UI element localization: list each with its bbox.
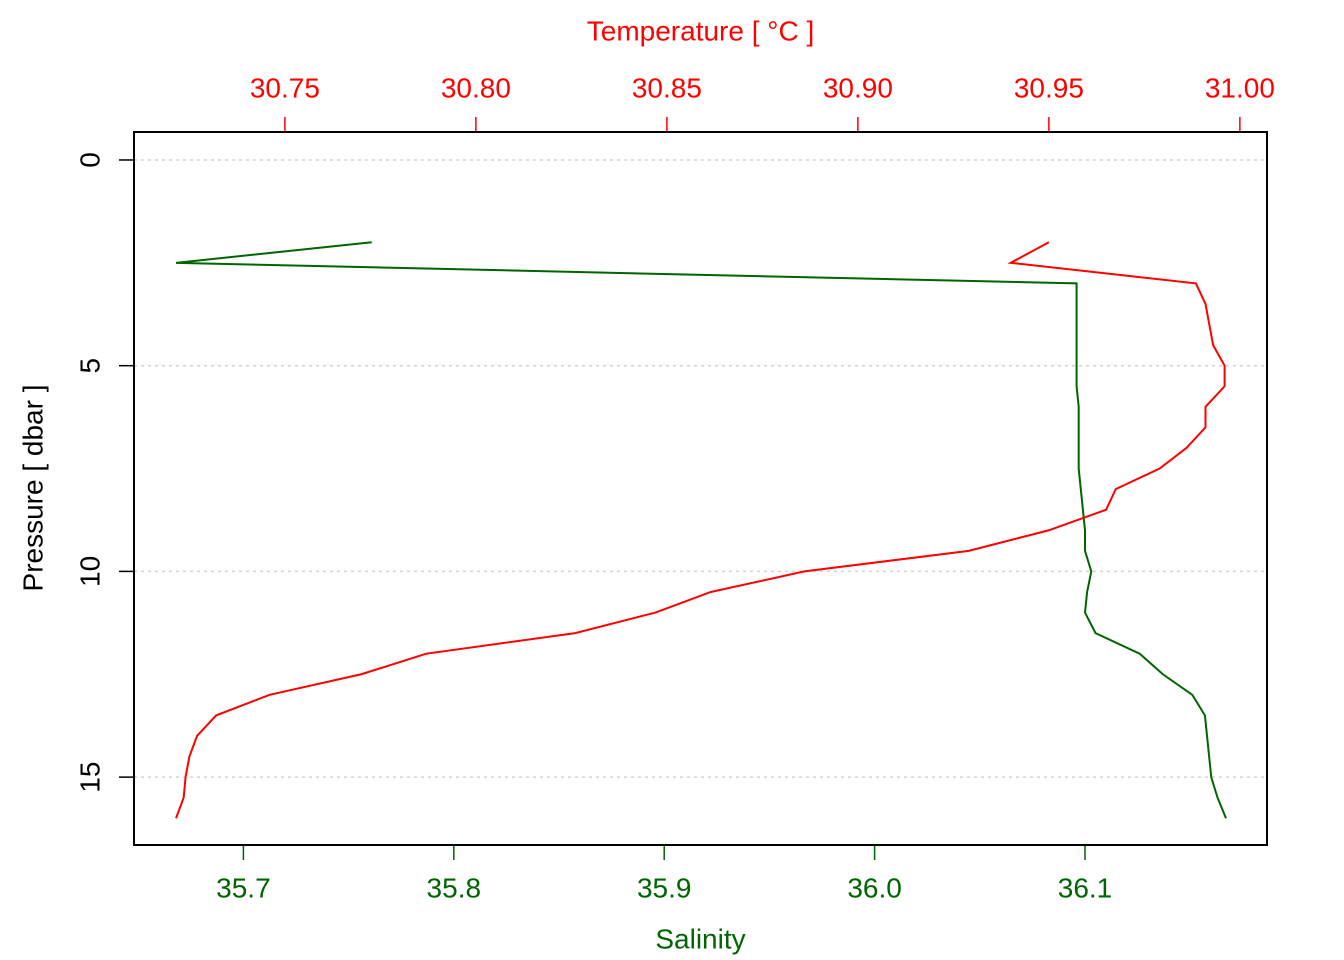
x-tick-label: 35.7	[216, 872, 271, 903]
x-tick-label: 30.80	[441, 72, 511, 103]
x-axis-title: Salinity	[655, 923, 745, 954]
y-tick-label: 15	[74, 762, 105, 793]
x-tick-label: 35.9	[637, 872, 692, 903]
x-tick-label: 30.90	[823, 72, 893, 103]
x-tick-label: 30.95	[1014, 72, 1084, 103]
y-tick-label: 0	[74, 152, 105, 168]
x-axis-title: Temperature [ °C ]	[587, 15, 815, 46]
x-tick-label: 36.0	[847, 872, 902, 903]
profile-line	[175, 241, 1227, 819]
x-tick-label: 30.85	[632, 72, 702, 103]
profile-line	[175, 241, 1226, 819]
x-tick-label: 31.00	[1205, 72, 1275, 103]
x-tick-label: 36.1	[1058, 872, 1113, 903]
y-tick-label: 10	[74, 556, 105, 587]
plot-frame	[133, 131, 1268, 846]
y-tick-label: 5	[74, 358, 105, 374]
x-tick-label: 30.75	[250, 72, 320, 103]
x-tick-label: 35.8	[427, 872, 482, 903]
y-axis-title: Pressure [ dbar ]	[17, 385, 48, 592]
